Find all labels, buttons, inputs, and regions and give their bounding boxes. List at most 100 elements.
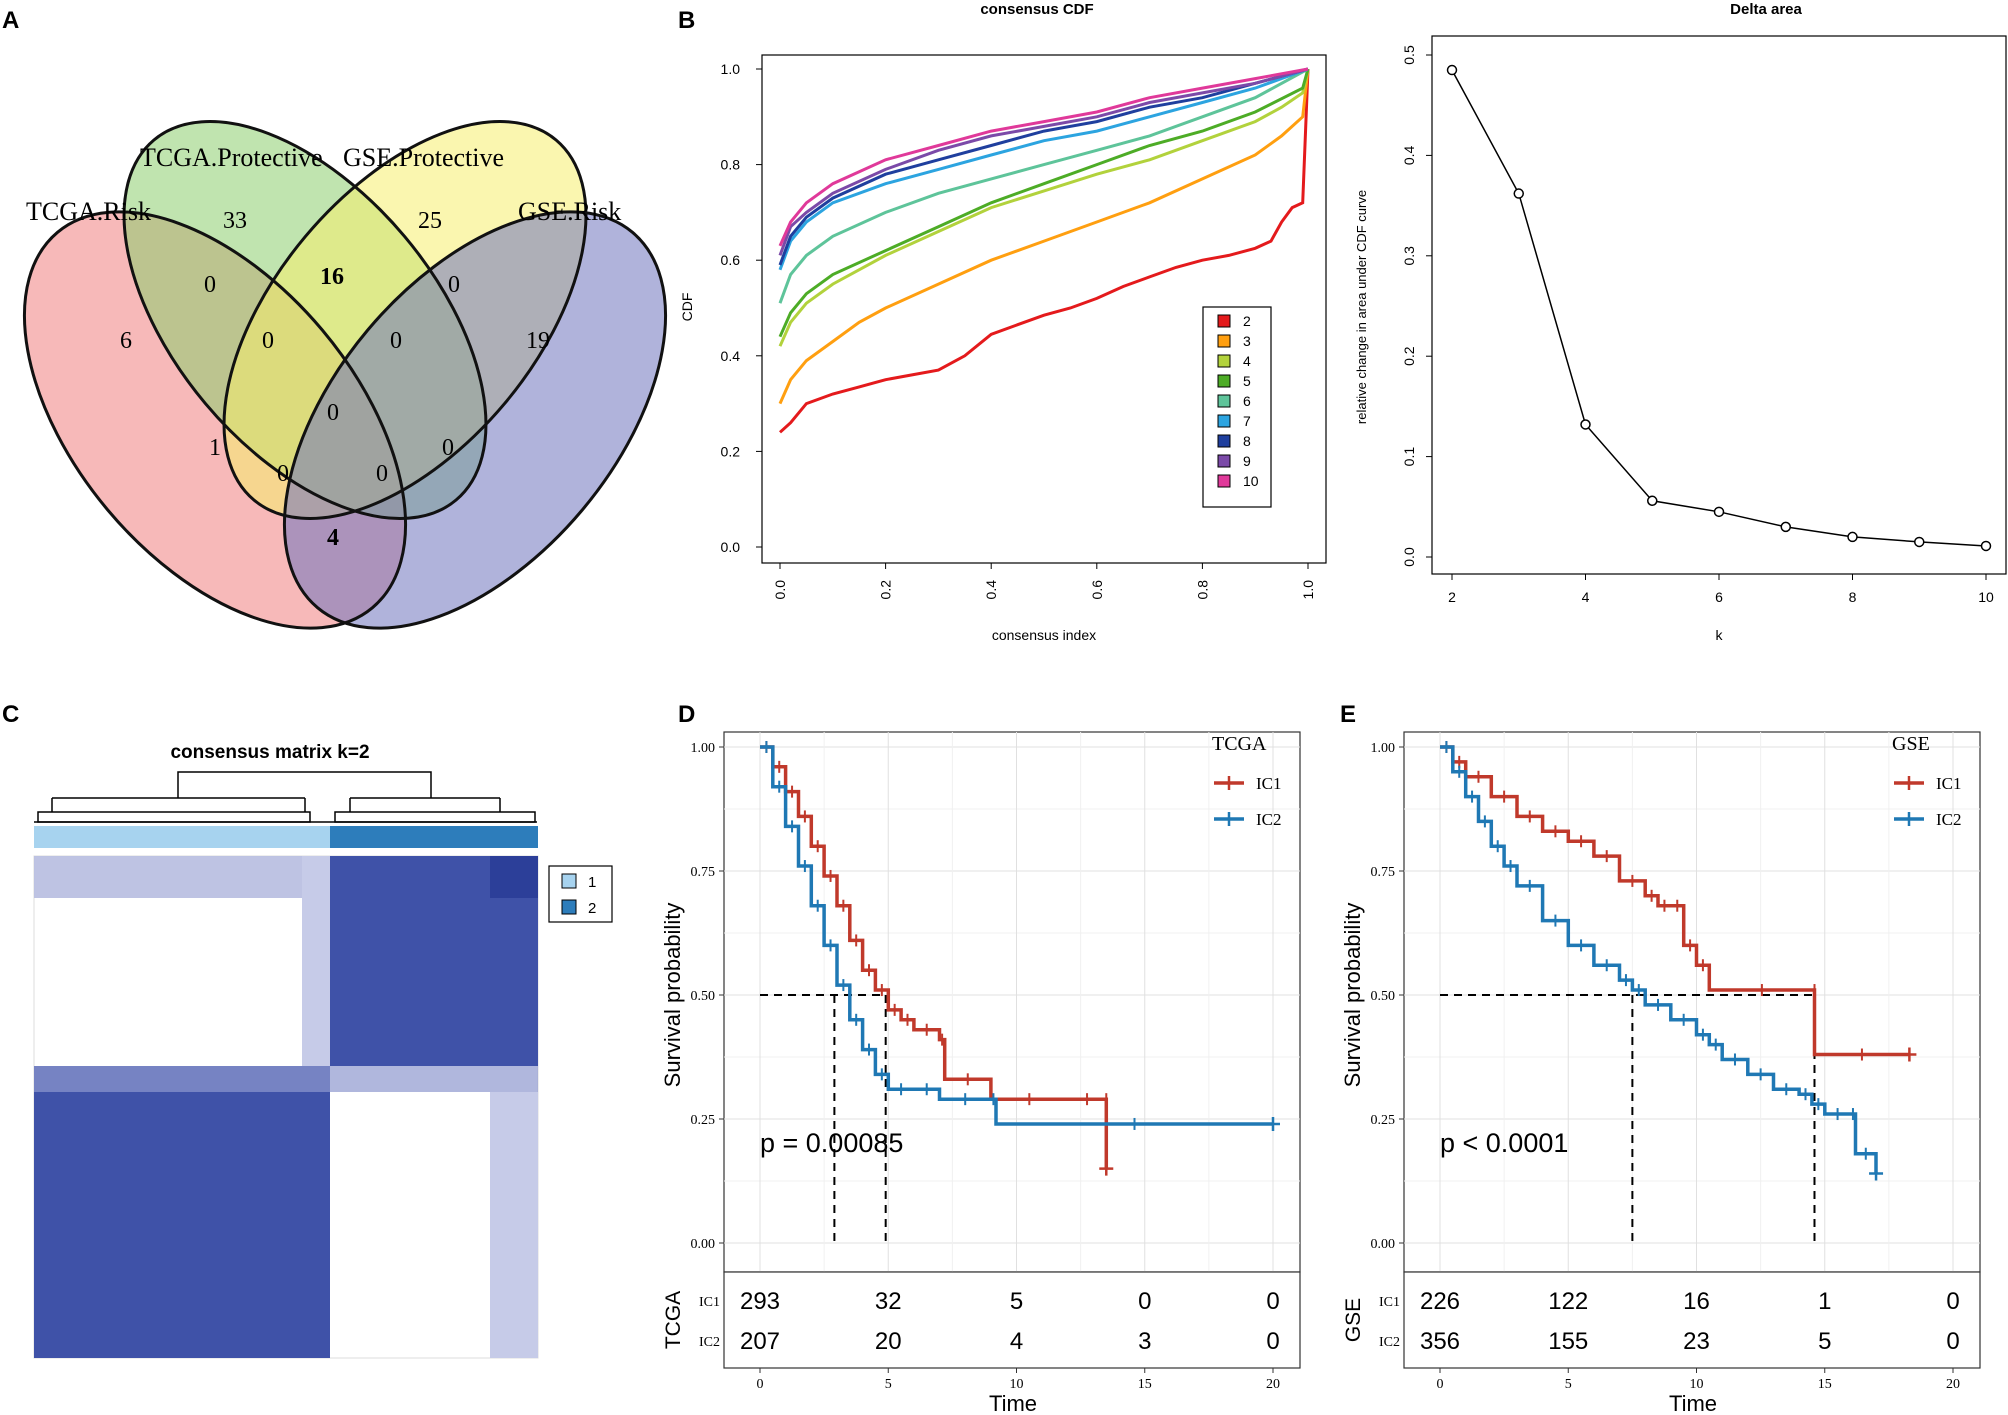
heatmap-stripe-corner [490, 856, 538, 898]
km-ytick-label: 0.25 [1371, 1113, 1396, 1128]
km-xlabel: Time [989, 1391, 1037, 1415]
km-censor-end [1869, 1166, 1884, 1181]
cdf-line-k8 [778, 67, 1309, 266]
cdf-legend-label: 5 [1243, 373, 1251, 389]
km-xtick-label: 0 [757, 1377, 764, 1392]
km-tcga: 0.00 0.25 0.50 0.75 1.00 Survival probability… [660, 731, 1301, 1415]
venn-region-value: 0 [376, 461, 388, 487]
risk-cell: 32 [875, 1288, 902, 1315]
delta-line [1451, 69, 1987, 547]
venn-region-value: 0 [448, 272, 460, 298]
cdf-legend-label: 9 [1243, 453, 1251, 469]
cdf-axes: 0.0 0.2 0.4 0.6 0.8 1.0 0.0 0.2 0.4 0.6 0.8 1.0 [721, 54, 1327, 600]
cdf-xtick-label: 0.2 [878, 580, 894, 600]
venn-region-value: 0 [390, 328, 402, 354]
cdf-ytick-label: 0.4 [721, 348, 741, 364]
venn-region-value: 4 [327, 525, 339, 551]
venn-label-tcga-risk: TCGA.Risk [26, 197, 151, 226]
risk-row-label: IC1 [699, 1295, 720, 1310]
km-ylabel: Survival probability [1340, 903, 1365, 1088]
km-censor-end [1099, 1161, 1114, 1176]
cdf-ytick-label: 1.0 [721, 61, 741, 77]
km-xtick-label: 10 [1010, 1377, 1024, 1392]
risk-cell: 0 [1266, 1288, 1279, 1315]
risk-cell: 1 [1818, 1288, 1831, 1315]
km-ytick-label: 0.75 [1371, 865, 1396, 880]
legend-swatch-2 [561, 899, 577, 915]
risk-cell: 356 [1420, 1328, 1460, 1355]
cdf-line-k4 [778, 68, 1310, 347]
risk-cell: 5 [1818, 1328, 1831, 1355]
risk-row-label: IC1 [1379, 1295, 1400, 1310]
km-xtick-label: 0 [1437, 1377, 1444, 1392]
venn-region-value: 33 [223, 208, 247, 234]
risk-table-ylabel: GSE [1342, 1298, 1365, 1342]
cdf-legend-swatch [1217, 454, 1231, 468]
delta-title: Delta area [1730, 1, 1802, 18]
venn-outline-1 [22, 210, 408, 630]
cdf-line-k5 [778, 68, 1310, 338]
delta-point [1713, 506, 1725, 518]
risk-cell: 20 [875, 1328, 902, 1355]
delta-xlabel: k [1716, 627, 1724, 643]
venn-region-value: 0 [442, 435, 454, 461]
delta-plot-frame [1431, 35, 2007, 575]
km-ytick-label: 0.75 [691, 865, 716, 880]
delta-ytick-label: 0.5 [1401, 45, 1417, 65]
cdf-ytick-label: 0.6 [721, 252, 741, 268]
delta-ytick-label: 0.1 [1401, 447, 1417, 467]
cluster-bar-1 [34, 826, 330, 848]
km-curve-ic1 [1440, 745, 1910, 1057]
panel-label-e: E [1340, 701, 1356, 728]
delta-point [1513, 188, 1524, 199]
delta-point [1780, 521, 1791, 533]
heatmap-stripe-top [34, 856, 330, 898]
cdf-legend-swatch [1217, 394, 1231, 408]
risk-cell: 226 [1420, 1288, 1460, 1315]
km-pvalue: p < 0.0001 [1440, 1128, 1568, 1158]
km-xtick-label: 5 [1565, 1377, 1572, 1392]
risk-cell: 4 [1010, 1328, 1023, 1355]
cdf-ytick-label: 0.8 [721, 157, 741, 173]
cdf-legend-label: 2 [1243, 313, 1251, 329]
risk-table-frame [723, 1271, 1301, 1369]
panel-label-d: D [678, 701, 695, 728]
km-xtick-label: 20 [1266, 1377, 1280, 1392]
km-ytick-label: 0.00 [1371, 1237, 1396, 1252]
cdf-xtick-label: 0.8 [1194, 580, 1210, 600]
cdf-series [778, 67, 1310, 434]
km-legend-title: GSE [1892, 733, 1930, 755]
heatmap-stripe-mid [302, 856, 330, 1066]
km-ytick-label: 0.25 [691, 1113, 716, 1128]
cdf-legend-swatch [1217, 474, 1231, 488]
risk-cell: 23 [1683, 1328, 1710, 1355]
delta-xtick-label: 4 [1582, 589, 1590, 605]
delta-xtick-label: 8 [1849, 589, 1857, 605]
km-ylabel: Survival probability [660, 903, 685, 1088]
cdf-line-k7 [778, 67, 1309, 271]
km-curve-ic2 [1440, 745, 1878, 1174]
venn-outline-2 [122, 120, 488, 520]
venn-ellipses [22, 120, 668, 630]
dendrogram [34, 771, 537, 823]
heatmap-block-1 [34, 1066, 330, 1358]
venn-region-value: 16 [320, 264, 344, 290]
venn-region-value: 0 [204, 272, 216, 298]
km-ytick-label: 1.00 [691, 741, 716, 756]
cdf-line-k2 [778, 68, 1310, 434]
venn-region-values: 33 25 0 16 0 6 0 0 19 0 1 0 0 0 4 [120, 208, 550, 551]
venn-region-value: 1 [209, 435, 221, 461]
heatmap-stripe-right [490, 1092, 538, 1358]
venn-region-value: 0 [277, 461, 289, 487]
delta-area-chart: Delta area k relative change in area und… [1354, 1, 2007, 643]
cdf-legend-box [1202, 306, 1272, 508]
heatmap-stripe-cross [34, 1066, 538, 1092]
panel-label-c: C [2, 701, 19, 728]
consensus-matrix: consensus matrix k=2 1 2 [33, 742, 613, 1359]
cdf-legend-swatch [1217, 354, 1231, 368]
risk-cell: 155 [1548, 1328, 1588, 1355]
venn-outline-3 [222, 120, 588, 520]
km-xtick-label: 15 [1818, 1377, 1832, 1392]
legend-swatch-1 [561, 873, 577, 889]
risk-cell: 122 [1548, 1288, 1588, 1315]
